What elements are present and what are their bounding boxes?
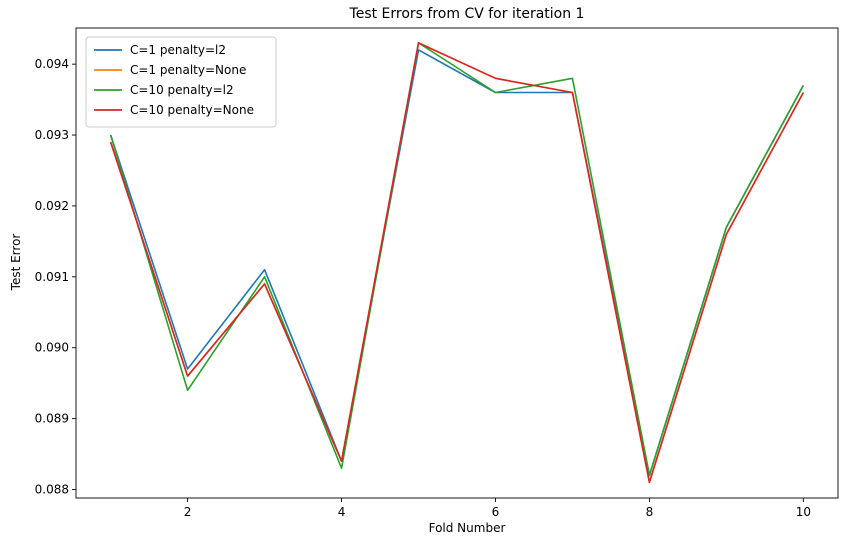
x-tick-label: 2	[184, 505, 192, 519]
legend-box	[85, 36, 277, 128]
x-tick-label: 10	[796, 505, 811, 519]
y-tick-label: 0.094	[35, 57, 69, 71]
legend-entry: C=10 penalty=l2	[130, 83, 234, 97]
y-tick-label: 0.090	[35, 341, 69, 355]
series-line-4	[109, 42, 805, 484]
series-line-3	[109, 42, 805, 477]
plot-frame	[75, 27, 839, 499]
x-tick-label: 6	[492, 505, 500, 519]
y-tick-label: 0.092	[35, 199, 69, 213]
series-lines	[109, 42, 805, 484]
y-tick-label: 0.088	[35, 482, 69, 496]
legend-entry: C=1 penalty=l2	[130, 43, 226, 57]
x-axis: 2 4 6 8 10	[184, 498, 811, 519]
legend-entry: C=10 penalty=None	[130, 103, 254, 117]
legend-entry: C=1 penalty=None	[130, 63, 246, 77]
chart-title: Test Errors from CV for iteration 1	[349, 6, 585, 22]
x-axis-label: Fold Number	[429, 521, 506, 535]
y-tick-label: 0.089	[35, 412, 69, 426]
x-tick-label: 8	[646, 505, 654, 519]
y-axis: 0.088 0.089 0.090 0.091 0.092 0.093 0.094	[35, 57, 76, 496]
legend: C=1 penalty=l2 C=1 penalty=None C=10 penal…	[85, 36, 277, 128]
y-tick-label: 0.091	[35, 270, 69, 284]
y-axis-label: Test Error	[9, 234, 23, 292]
y-tick-label: 0.093	[35, 128, 69, 142]
x-tick-label: 4	[338, 505, 346, 519]
